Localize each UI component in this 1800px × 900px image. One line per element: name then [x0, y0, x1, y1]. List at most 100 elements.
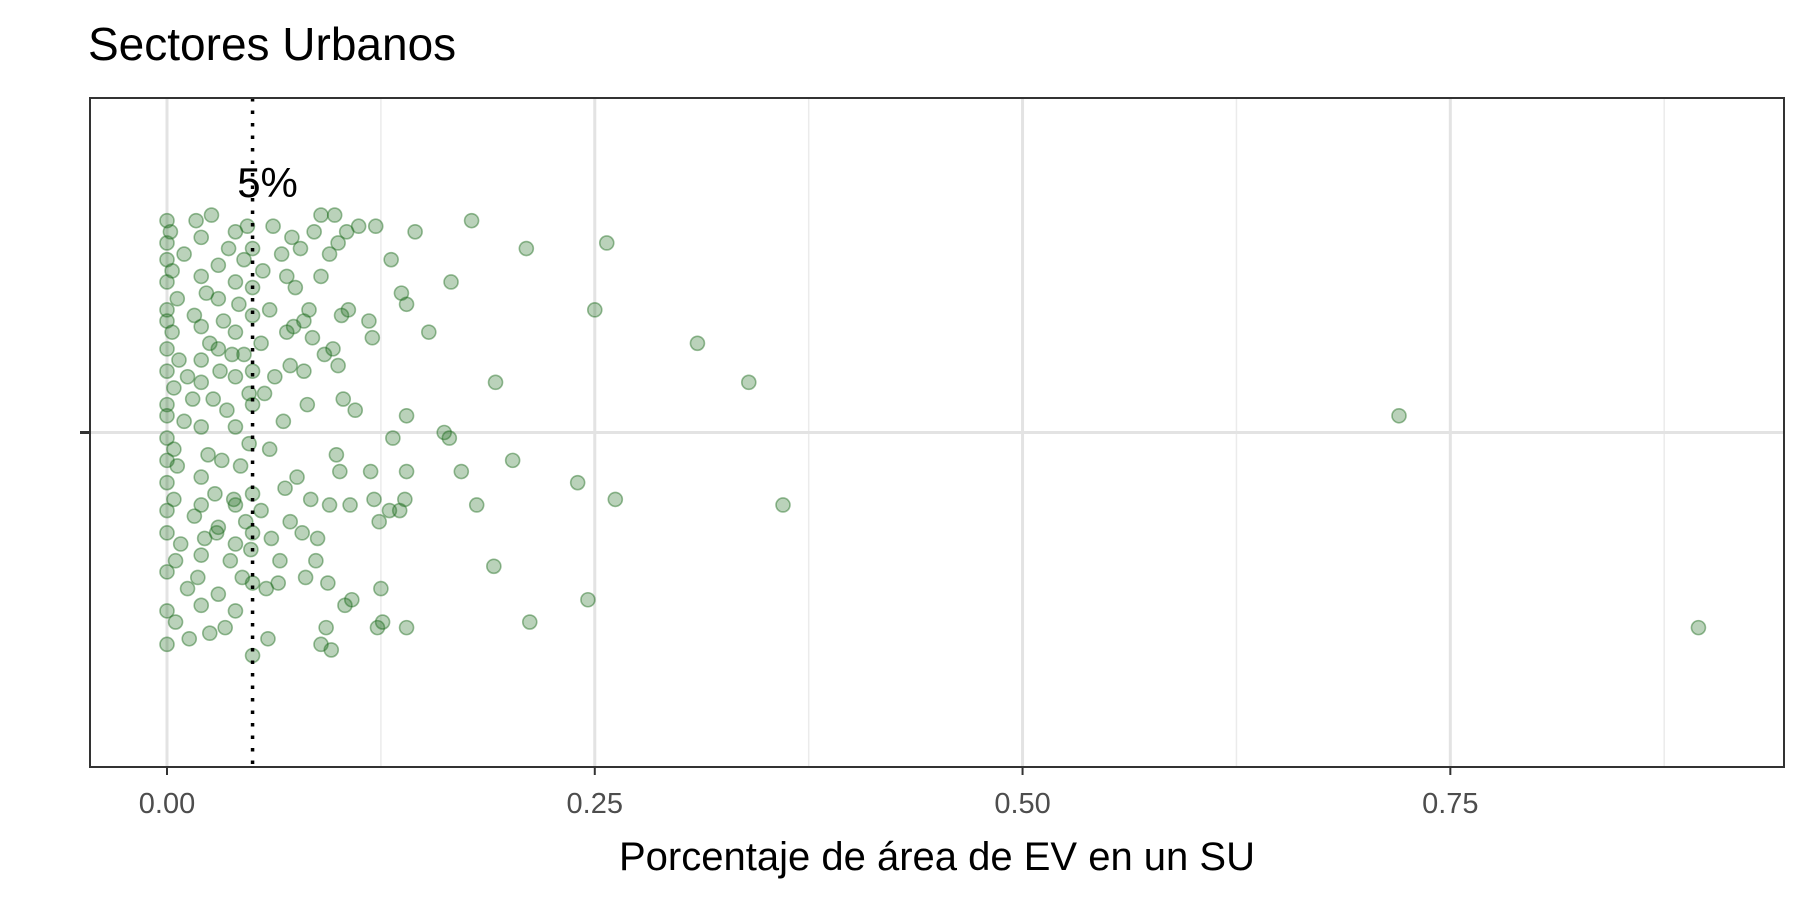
data-point	[225, 491, 242, 508]
data-point	[289, 469, 305, 485]
data-point	[236, 346, 252, 363]
data-point	[260, 630, 276, 647]
major-gridlines	[90, 98, 1784, 767]
data-point	[325, 341, 341, 357]
data-point	[210, 341, 227, 357]
data-point	[330, 235, 346, 251]
data-point	[272, 552, 288, 569]
data-point	[179, 580, 196, 597]
data-point	[391, 502, 408, 519]
data-point	[306, 224, 322, 240]
data-point	[689, 335, 706, 352]
data-point	[1690, 619, 1707, 636]
data-point	[518, 240, 535, 257]
data-point	[224, 346, 240, 363]
data-point	[201, 335, 218, 352]
data-point	[321, 497, 338, 513]
data-point	[241, 385, 257, 402]
data-point	[275, 413, 292, 430]
data-point	[332, 463, 348, 480]
data-point	[318, 619, 334, 636]
data-point	[296, 313, 312, 329]
data-point	[273, 246, 290, 262]
data-point	[338, 224, 355, 240]
data-point	[159, 452, 175, 469]
data-point	[284, 229, 300, 246]
data-point	[468, 497, 485, 513]
data-point	[193, 547, 210, 563]
data-point	[569, 474, 586, 491]
data-point	[159, 407, 175, 424]
data-point	[255, 263, 271, 279]
data-point	[193, 374, 210, 391]
data-point	[159, 251, 175, 268]
data-point	[212, 363, 228, 379]
data-point	[239, 218, 256, 235]
data-point	[159, 430, 175, 446]
data-point	[159, 603, 175, 619]
data-point	[313, 207, 329, 223]
data-point	[227, 419, 244, 435]
data-point	[287, 279, 304, 296]
data-point	[521, 614, 538, 630]
x-tick-label: 0.75	[1422, 788, 1478, 820]
data-point	[296, 363, 312, 379]
data-point	[201, 625, 218, 642]
data-point	[176, 246, 192, 262]
data-point	[203, 207, 220, 223]
data-point	[196, 530, 213, 547]
data-point	[162, 224, 179, 240]
reference-line-label: 5%	[237, 159, 298, 206]
data-point	[227, 324, 244, 340]
data-point	[227, 603, 244, 619]
data-point	[169, 458, 186, 474]
data-point	[159, 274, 175, 290]
data-point	[210, 519, 227, 536]
data-point	[193, 318, 210, 335]
data-point	[256, 385, 273, 402]
data-point	[210, 586, 227, 602]
data-point	[193, 268, 210, 285]
data-point	[263, 530, 280, 547]
data-point	[261, 302, 278, 318]
data-point	[337, 597, 353, 614]
data-point	[278, 268, 295, 285]
data-point	[282, 357, 299, 374]
data-point	[169, 290, 186, 307]
data-point	[443, 274, 459, 290]
data-point	[159, 474, 175, 491]
x-tick-label: 0.00	[139, 788, 195, 820]
data-point	[607, 491, 624, 508]
data-point	[282, 513, 299, 530]
data-point	[253, 335, 269, 352]
data-point	[366, 491, 382, 508]
data-point	[179, 368, 196, 385]
data-point	[244, 363, 261, 379]
data-point	[381, 502, 398, 519]
data-point	[207, 486, 223, 502]
data-point	[205, 391, 221, 407]
data-point	[227, 368, 244, 385]
data-point	[309, 530, 326, 547]
data-point	[159, 564, 175, 580]
data-point	[167, 552, 184, 569]
data-point	[159, 525, 175, 541]
data-point	[393, 285, 410, 301]
data-point	[234, 569, 251, 586]
data-point	[364, 329, 381, 346]
data-point	[453, 463, 470, 480]
data-point	[159, 302, 175, 318]
data-point	[200, 446, 216, 463]
data-point	[487, 374, 504, 391]
data-point	[266, 368, 283, 385]
data-point	[166, 491, 182, 508]
data-point	[463, 212, 480, 229]
data-point	[231, 296, 247, 313]
data-point	[232, 458, 249, 474]
data-point	[198, 285, 215, 301]
axis-ticks: 0.00 0.25 0.50 0.75	[80, 431, 1479, 820]
data-point	[159, 363, 175, 379]
data-point	[361, 313, 377, 329]
data-point	[436, 424, 453, 441]
data-point	[217, 619, 233, 636]
